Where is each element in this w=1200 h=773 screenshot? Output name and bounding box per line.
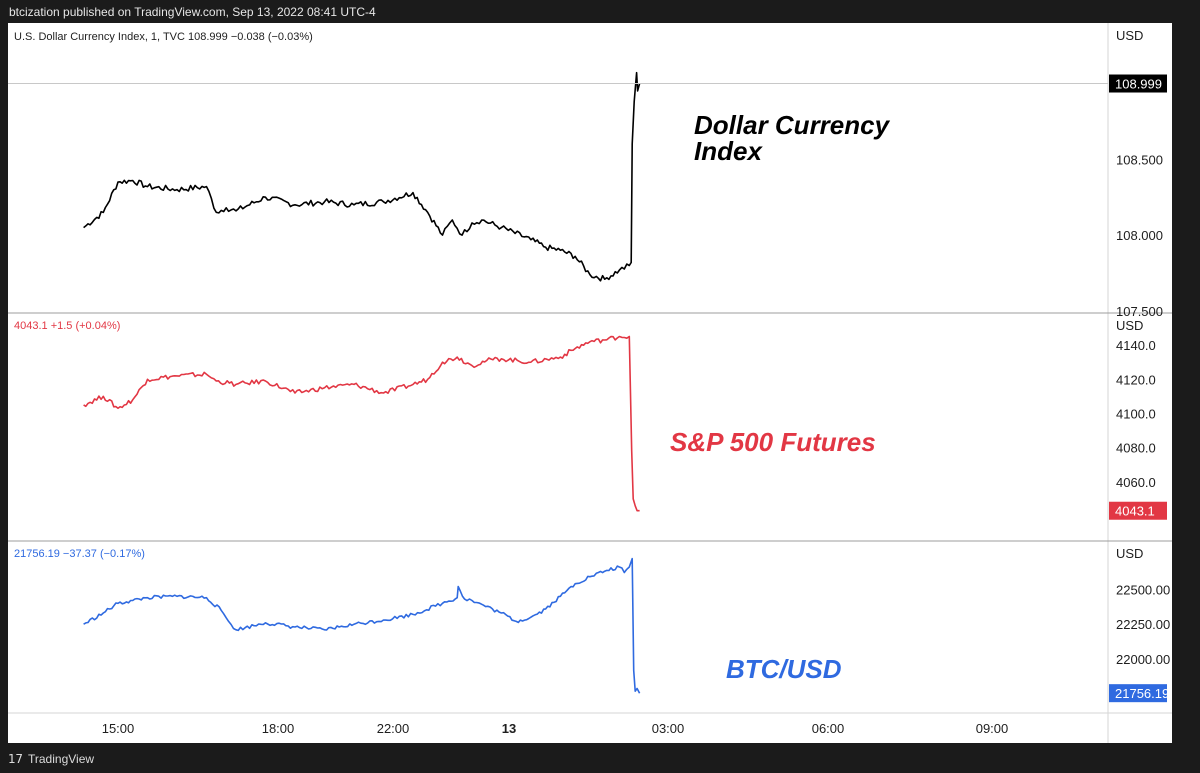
btcusd-unit: USD — [1116, 546, 1143, 561]
dollar-index-last-price-tag — [1109, 74, 1167, 93]
btcusd-series-line[interactable] — [83, 557, 641, 694]
sp500-series-line[interactable] — [83, 335, 640, 512]
time-axis-tick: 22:00 — [377, 721, 410, 736]
time-axis-tick: 13 — [502, 721, 516, 736]
btcusd-y-tick: 22000.00 — [1116, 652, 1170, 667]
sp500-y-tick: 4140.0 — [1116, 338, 1156, 353]
dollar-index-y-tick: 107.500 — [1116, 304, 1163, 319]
btcusd-last-price-tag — [1109, 684, 1167, 703]
publisher-bar: btcization published on TradingView.com,… — [0, 0, 1200, 24]
btcusd-last-price-label: 21756.19 — [1115, 686, 1169, 701]
sp500-y-tick: 4060.0 — [1116, 475, 1156, 490]
dollar-index-pane[interactable]: U.S. Dollar Currency Index, 1, TVC 108.9… — [8, 28, 1167, 319]
btcusd-y-tick: 22500.00 — [1116, 582, 1170, 597]
btcusd-legend: 21756.19 −37.37 (−0.17%) — [14, 548, 145, 560]
time-axis-tick: 15:00 — [102, 721, 135, 736]
btcusd-y-tick: 22250.00 — [1116, 617, 1170, 632]
tradingview-logo-icon: 17 — [8, 752, 23, 766]
dollar-index-y-tick: 108.000 — [1116, 228, 1163, 243]
time-axis-tick: 18:00 — [262, 721, 295, 736]
chart-svg[interactable]: U.S. Dollar Currency Index, 1, TVC 108.9… — [8, 23, 1172, 743]
dollar-index-legend: U.S. Dollar Currency Index, 1, TVC 108.9… — [14, 31, 313, 43]
tradingview-brand[interactable]: TradingView — [28, 752, 95, 766]
sp500-last-price-tag — [1109, 501, 1167, 520]
time-axis-tick: 09:00 — [976, 721, 1009, 736]
dollar-index-y-tick: 108.500 — [1116, 152, 1163, 167]
btcusd-pane[interactable]: 21756.19 −37.37 (−0.17%) USD BTC/USD 225… — [14, 546, 1170, 703]
sp500-pane[interactable]: 4043.1 +1.5 (+0.04%) USD S&P 500 Futures… — [14, 318, 1167, 520]
dollar-index-title: Dollar Currency — [694, 110, 891, 140]
sp500-y-tick: 4120.0 — [1116, 372, 1156, 387]
sp500-unit: USD — [1116, 318, 1143, 333]
sp500-title: S&P 500 Futures — [670, 427, 876, 457]
btcusd-title: BTC/USD — [726, 654, 842, 684]
sp500-y-tick: 4100.0 — [1116, 406, 1156, 421]
dollar-index-series-line[interactable] — [83, 71, 641, 282]
dollar-index-unit: USD — [1116, 28, 1143, 43]
footer-bar: 17 TradingView — [0, 743, 1200, 773]
dollar-index-title-line2: Index — [694, 136, 763, 166]
chart-area[interactable]: U.S. Dollar Currency Index, 1, TVC 108.9… — [8, 23, 1172, 743]
time-axis-tick: 06:00 — [812, 721, 845, 736]
sp500-y-tick: 4080.0 — [1116, 441, 1156, 456]
dollar-index-last-price-label: 108.999 — [1115, 77, 1162, 92]
sp500-legend: 4043.1 +1.5 (+0.04%) — [14, 320, 120, 332]
sp500-last-price-label: 4043.1 — [1115, 504, 1155, 519]
time-axis[interactable]: 15:00 18:00 22:00 13 03:00 06:00 09:00 — [102, 721, 1009, 736]
publisher-text: btcization published on TradingView.com,… — [9, 5, 376, 19]
time-axis-tick: 03:00 — [652, 721, 685, 736]
